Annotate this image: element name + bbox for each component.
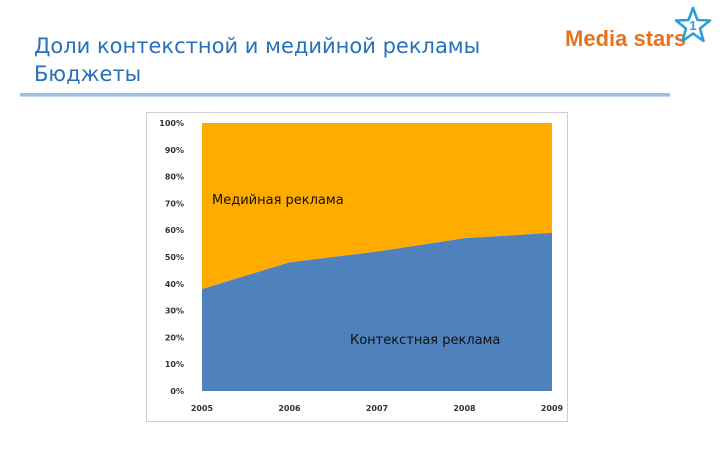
- stacked-area-chart: 0% 10% 20% 30% 40% 50% 60% 70% 80% 90% 100% 2005 20…: [159, 119, 564, 413]
- y-tick-label: 90%: [165, 146, 184, 155]
- area-series-context: [202, 232, 552, 391]
- y-tick-label: 80%: [165, 173, 184, 182]
- y-tick-label: 10%: [165, 360, 184, 369]
- series-label-context: Контекстная реклама: [350, 333, 500, 348]
- logo-text: Media stars: [565, 26, 687, 51]
- title-line-1: Доли контекстной и медийной рекламы: [34, 34, 481, 58]
- header-divider: [20, 93, 670, 97]
- x-tick-label: 2007: [366, 404, 388, 413]
- y-tick-label: 30%: [165, 307, 184, 316]
- y-tick-label: 70%: [165, 199, 184, 208]
- y-tick-label: 40%: [165, 280, 184, 289]
- y-tick-label: 20%: [165, 333, 184, 342]
- title-line-2: Бюджеты: [34, 62, 142, 86]
- y-tick-label: 100%: [159, 119, 184, 128]
- series-label-media: Медийная реклама: [212, 193, 344, 208]
- x-tick-label: 2005: [191, 404, 214, 413]
- chart-container: 0% 10% 20% 30% 40% 50% 60% 70% 80% 90% 100% 2005 20…: [146, 112, 568, 422]
- x-tick-label: 2009: [541, 404, 564, 413]
- y-tick-label: 50%: [165, 253, 184, 262]
- media-stars-logo: Media stars 1: [562, 6, 712, 54]
- slide-title: Доли контекстной и медийной рекламы Бюдж…: [34, 32, 480, 88]
- x-tick-label: 2008: [453, 404, 476, 413]
- area-series-media: [202, 123, 552, 290]
- x-tick-label: 2006: [278, 404, 301, 413]
- y-tick-label: 0%: [170, 387, 184, 396]
- svg-text:1: 1: [689, 18, 696, 33]
- y-tick-label: 60%: [165, 226, 184, 235]
- star-icon: 1: [674, 6, 712, 43]
